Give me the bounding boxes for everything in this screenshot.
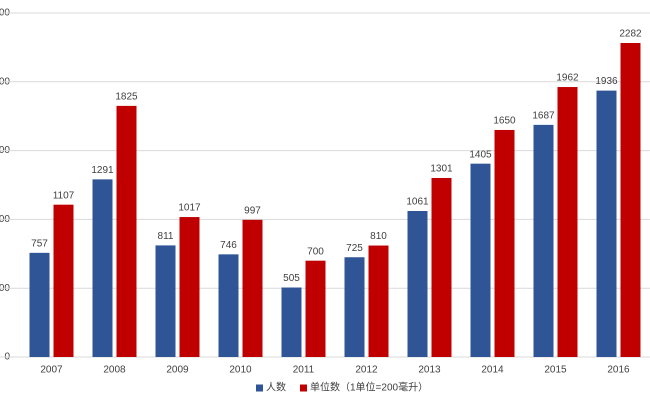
value-label: 1107 (53, 190, 75, 201)
bar (368, 245, 389, 357)
legend-label: 人数 (266, 381, 286, 394)
bar (92, 179, 113, 357)
value-label: 725 (346, 243, 363, 254)
value-label: 1825 (115, 92, 138, 103)
value-label: 1405 (469, 149, 492, 160)
bar (281, 287, 302, 357)
bar (431, 177, 452, 357)
x-tick-label: 2011 (293, 365, 315, 376)
value-label: 811 (158, 231, 174, 242)
x-tick-label: 2010 (229, 365, 252, 376)
x-tick-label: 2013 (418, 365, 441, 376)
value-label: 1291 (91, 165, 114, 176)
value-label: 1650 (493, 116, 516, 127)
legend-swatch (300, 384, 307, 392)
value-label: 1687 (532, 111, 555, 122)
x-tick-label: 2008 (103, 365, 126, 376)
bar (344, 257, 365, 357)
x-tick-label: 2007 (40, 365, 63, 376)
value-label: 1936 (595, 76, 618, 87)
bar (116, 105, 137, 357)
bar (470, 163, 491, 357)
bar (53, 204, 74, 357)
legend-swatch (256, 384, 263, 392)
x-tick-label: 2016 (607, 365, 630, 376)
legend-label: 单位数（1单位=200毫升） (310, 381, 428, 394)
bar (155, 245, 176, 357)
value-label: 997 (244, 205, 261, 216)
bar (533, 124, 554, 357)
bar (305, 260, 326, 357)
value-label: 810 (370, 231, 387, 242)
bar (29, 252, 50, 357)
bar (407, 211, 428, 357)
bar (242, 219, 263, 357)
value-label: 1061 (406, 197, 429, 208)
x-tick-label: 2012 (355, 365, 378, 376)
bar (494, 129, 515, 357)
bar (218, 254, 239, 357)
value-label: 746 (220, 240, 237, 251)
bar (557, 87, 578, 357)
value-label: 1017 (178, 203, 201, 214)
bar (179, 217, 200, 357)
value-label: 757 (31, 238, 48, 249)
value-label: 700 (307, 246, 324, 257)
x-tick-label: 2015 (544, 365, 567, 376)
bar (596, 90, 617, 358)
value-label: 1962 (556, 73, 579, 84)
bar (620, 42, 641, 358)
x-tick-label: 2014 (481, 365, 504, 376)
x-tick-label: 2009 (166, 365, 189, 376)
value-label: 505 (283, 273, 300, 284)
value-label: 2282 (619, 29, 642, 40)
value-label: 1301 (430, 164, 453, 175)
